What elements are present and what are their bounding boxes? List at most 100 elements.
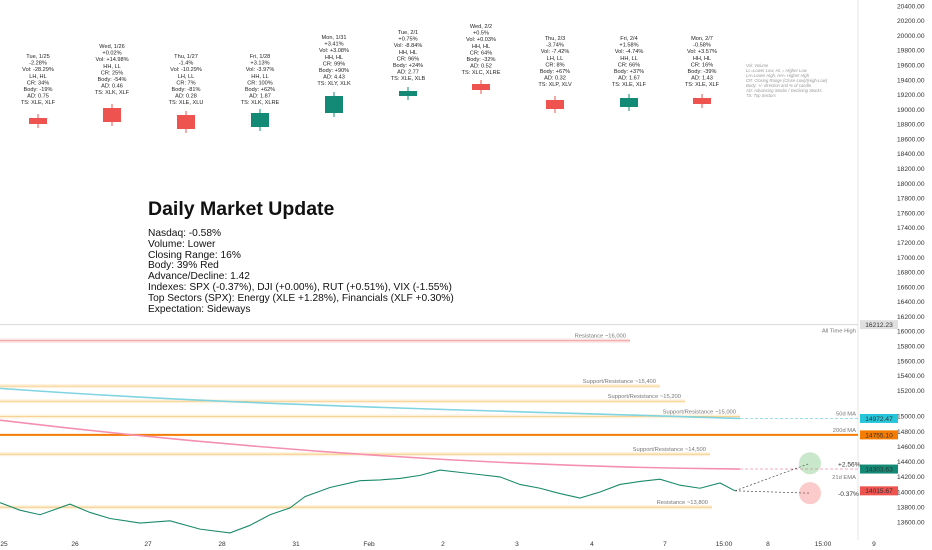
y-tick-label: 13600.00 (897, 520, 925, 527)
y-tick-label: 20000.00 (897, 33, 925, 40)
y-tick-label: 19600.00 (897, 62, 925, 69)
price-label-bg (860, 320, 898, 330)
x-tick-label: 4 (590, 541, 594, 548)
summary-line: Expectation: Sideways (148, 303, 251, 315)
y-tick-label: 19400.00 (897, 77, 925, 84)
y-tick-label: 16400.00 (897, 299, 925, 306)
daily-card-line: Tue, 1/25 (26, 54, 49, 60)
page-title: Daily Market Update (148, 198, 335, 220)
daily-card-line: Vol: +3.57% (687, 49, 717, 55)
daily-card-line: CR: 34% (27, 80, 49, 86)
y-tick-label: 15000.00 (897, 414, 925, 421)
projection-line (734, 490, 811, 494)
summary-line: Volume: Lower (148, 238, 216, 250)
daily-card-line: Body: -39% (688, 69, 717, 75)
daily-card-line: Wed, 1/26 (99, 44, 124, 50)
projection-circle (799, 452, 821, 475)
y-tick-label: 14200.00 (897, 474, 925, 481)
x-tick-label: 3 (515, 541, 519, 548)
y-tick-label: 17200.00 (897, 240, 925, 247)
candle-body (251, 113, 269, 127)
daily-card-line: TS: XLC, XLRE (462, 70, 501, 76)
price-label-text: 14015.67 (865, 488, 893, 495)
candle-body (29, 118, 47, 124)
y-tick-label: 17400.00 (897, 225, 925, 232)
level-label: Support/Resistance ~15,400 (583, 379, 656, 385)
daily-card-line: AD: 1.87 (249, 94, 271, 100)
x-tick-label: 31 (292, 541, 300, 548)
daily-card-line: AD: 0.52 (470, 64, 492, 70)
price-label: 14303.63 (860, 464, 898, 474)
daily-card-line: Body: +37% (614, 69, 644, 75)
daily-card-line: Tue, 2/1 (398, 30, 418, 36)
daily-card-line: +3.41% (324, 42, 343, 48)
x-tick-label: 27 (144, 541, 152, 548)
daily-card-line: AD: 1.67 (618, 76, 640, 82)
candle-body (693, 98, 711, 104)
legend-line: CR: Closing Range (Close-Low)/(High-Low) (746, 78, 828, 83)
daily-card-line: TS: XLE, XLF (685, 82, 720, 88)
daily-card-line: Mon, 1/31 (322, 35, 347, 41)
y-tick-label: 19800.00 (897, 48, 925, 55)
daily-card-line: CR: 66% (618, 62, 640, 68)
daily-card-line: Body: +62% (245, 87, 275, 93)
daily-card-line: Vol: -28.29% (22, 67, 54, 73)
daily-card-line: Fri, 2/4 (620, 36, 637, 42)
daily-card-line: +0.5% (473, 31, 489, 37)
summary-line: Indexes: SPX (-0.37%), DJI (+0.00%), RUT… (148, 281, 452, 293)
ma-label: 200d MA (833, 428, 856, 434)
daily-card-line: Thu, 1/27 (174, 54, 198, 60)
price-label: 14972.47 (860, 413, 898, 423)
daily-card-line: HH, HL (693, 56, 711, 62)
daily-card-line: Vol: -10.29% (170, 67, 202, 73)
y-tick-label: 15200.00 (897, 388, 925, 395)
level-label: Resistance ~16,000 (575, 334, 626, 340)
legend-line: Vol: Volume (746, 63, 769, 68)
daily-card-line: Body: +90% (319, 68, 349, 74)
daily-card-line: AD: 2.77 (397, 70, 419, 76)
y-tick-label: 16800.00 (897, 270, 925, 277)
daily-card-line: Wed, 2/2 (470, 24, 492, 30)
price-label-bg (860, 486, 898, 496)
daily-card-line: AD: 4.43 (323, 75, 345, 81)
daily-card-line: TS: XLP, XLV (538, 82, 572, 88)
daily-card-line: Body: +24% (393, 63, 423, 69)
level-label: Support/Resistance ~15,000 (663, 409, 736, 415)
y-tick-label: 17000.00 (897, 255, 925, 262)
y-tick-label: 14400.00 (897, 459, 925, 466)
daily-card-line: AD: 0.75 (27, 94, 49, 100)
daily-card-line: HH, LL (103, 64, 120, 70)
candle-body (472, 84, 490, 90)
daily-card-line: TS: XLE, XLB (391, 76, 426, 82)
daily-card-line: TS: XLY, XLK (317, 81, 351, 87)
x-tick-label: 2 (441, 541, 445, 548)
daily-card-line: Vol: +0.03% (466, 37, 496, 43)
daily-card-line: AD: 0.28 (175, 94, 197, 100)
daily-card-line: Vol: -8.84% (394, 43, 423, 49)
daily-card-line: +3.13% (250, 61, 269, 67)
candle-body (177, 115, 195, 129)
y-tick-label: 18200.00 (897, 166, 925, 173)
y-tick-label: 17800.00 (897, 196, 925, 203)
moving-average-line (0, 387, 741, 420)
candle-body (546, 100, 564, 109)
summary-line: Closing Range: 16% (148, 249, 241, 261)
y-tick-label: 18800.00 (897, 122, 925, 129)
daily-card-line: LH, HL (29, 74, 46, 80)
daily-card-line: HH, LL (620, 56, 637, 62)
projection-label: +2.56% (838, 461, 861, 468)
level-label: Support/Resistance ~14,500 (633, 447, 706, 453)
summary-line: Body: 39% Red (148, 260, 219, 272)
daily-card-line: Body: -81% (172, 87, 201, 93)
y-tick-label: 18400.00 (897, 151, 925, 158)
daily-card-line: -2.28% (29, 61, 47, 67)
daily-card-line: Vol: -7.42% (541, 49, 570, 55)
projection-circle (799, 482, 821, 505)
